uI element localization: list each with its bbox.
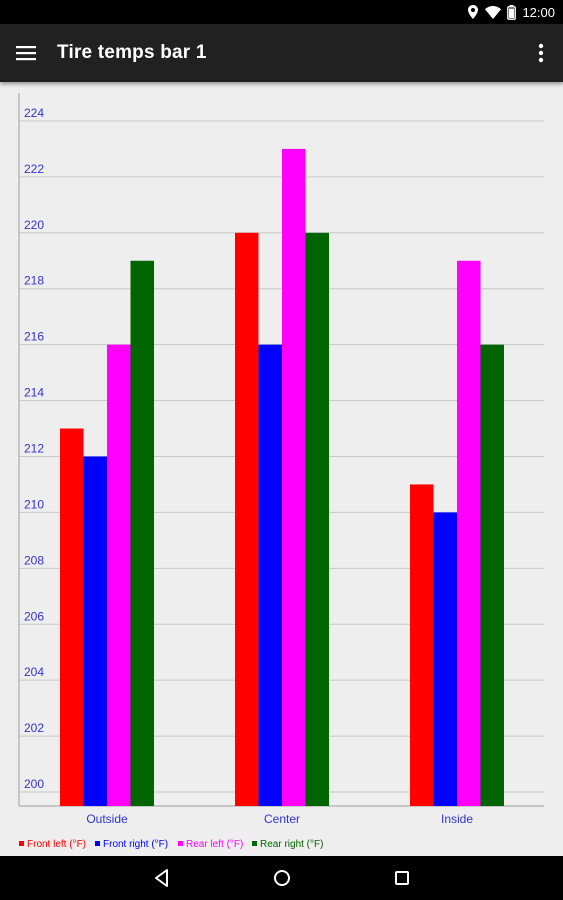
legend-swatch: [95, 841, 100, 846]
menu-button[interactable]: [10, 37, 42, 69]
y-tick-label: 218: [24, 274, 44, 288]
bar: [457, 260, 481, 806]
legend-entry: Rear right (°F): [260, 839, 323, 850]
status-bar: 12:00: [0, 0, 563, 24]
bar: [282, 148, 306, 806]
legend-entry: Rear left (°F): [186, 839, 243, 850]
legend-entry: Front left (°F): [27, 839, 86, 850]
x-tick-label: Center: [264, 812, 300, 826]
y-tick-label: 220: [24, 218, 44, 232]
home-icon: [268, 870, 296, 896]
page-title: Tire temps bar 1: [57, 42, 207, 63]
wifi-icon: [485, 5, 502, 19]
y-tick-label: 204: [24, 665, 44, 679]
more-vert-icon: [529, 43, 553, 73]
home-button[interactable]: [268, 864, 296, 892]
y-tick-label: 206: [24, 609, 44, 623]
back-button[interactable]: [148, 864, 176, 892]
recents-icon: [388, 871, 416, 896]
y-tick-label: 202: [24, 721, 44, 735]
y-tick-label: 222: [24, 162, 44, 176]
bar: [305, 232, 329, 806]
bar: [60, 428, 84, 806]
y-tick-label: 214: [24, 386, 44, 400]
bar: [130, 260, 154, 806]
bar: [258, 344, 282, 806]
status-time: 12:00: [522, 4, 555, 20]
y-tick-label: 200: [24, 777, 44, 791]
x-tick-label: Inside: [441, 812, 473, 826]
legend-entry: Front right (°F): [103, 839, 168, 850]
app-bar: Tire temps bar 1: [0, 24, 563, 82]
overflow-menu-button[interactable]: [529, 37, 553, 69]
bar: [235, 232, 259, 806]
legend-swatch: [19, 841, 24, 846]
y-tick-label: 210: [24, 497, 44, 511]
bar: [107, 344, 131, 806]
chart-area: 200 202 204 206 208 210 212 214 216 218 220 222 224 O…: [0, 82, 563, 856]
x-tick-label: Outside: [86, 812, 128, 826]
y-tick-label: 224: [24, 106, 44, 120]
y-tick-label: 208: [24, 553, 44, 567]
bar-chart: 200 202 204 206 208 210 212 214 216 218 220 222 224 O…: [18, 93, 544, 850]
recents-button[interactable]: [388, 864, 416, 892]
navigation-bar: [0, 856, 563, 900]
status-icons: 12:00: [467, 0, 555, 24]
menu-icon: [10, 46, 42, 73]
legend-swatch: [178, 841, 183, 846]
back-icon: [148, 869, 176, 896]
bar: [410, 484, 434, 806]
bar: [433, 512, 457, 806]
bar: [480, 344, 504, 806]
location-icon: [467, 5, 479, 19]
y-tick-label: 216: [24, 330, 44, 344]
legend-swatch: [252, 841, 257, 846]
y-tick-label: 212: [24, 441, 44, 455]
bar: [83, 456, 107, 806]
battery-icon: [507, 4, 517, 20]
